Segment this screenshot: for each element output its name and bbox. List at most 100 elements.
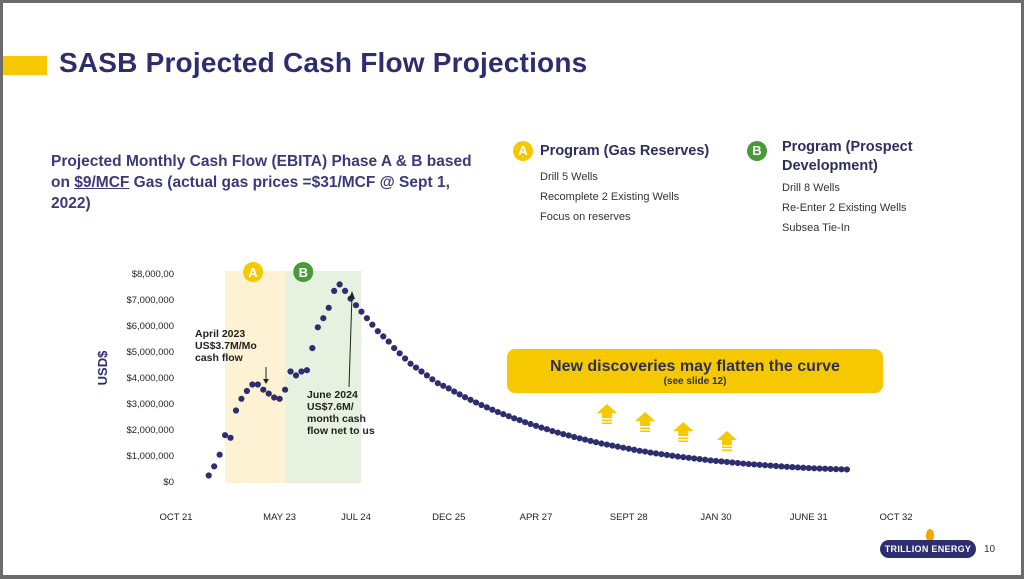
phase-a-band xyxy=(225,271,286,483)
discoveries-callout: New discoveries may flatten the curve (s… xyxy=(507,349,883,393)
x-tick-label: APR 27 xyxy=(520,512,553,523)
data-point xyxy=(674,453,681,460)
annotation-b-arrow-line xyxy=(348,294,353,388)
y-tick-label: $0 xyxy=(163,477,174,488)
data-point xyxy=(238,395,245,402)
x-tick-label: SEPT 28 xyxy=(610,512,648,523)
data-point xyxy=(216,451,223,458)
y-tick-label: $4,000,000 xyxy=(126,373,174,384)
data-point xyxy=(827,465,834,473)
program-a-item: Focus on reserves xyxy=(540,211,631,223)
phase-b-badge-label: B xyxy=(299,265,308,280)
data-point xyxy=(440,382,447,389)
data-point xyxy=(320,315,327,322)
data-point xyxy=(380,333,387,340)
y-tick-label: $8,000,00 xyxy=(132,269,174,280)
x-tick-label: OCT 21 xyxy=(159,512,192,523)
data-point xyxy=(227,434,234,441)
data-point xyxy=(669,452,676,459)
data-point xyxy=(445,385,452,392)
data-point xyxy=(412,364,420,371)
annotation-line: flow net to us xyxy=(307,425,375,437)
data-point xyxy=(385,338,392,345)
data-point xyxy=(625,445,632,452)
data-point xyxy=(789,464,796,471)
data-point xyxy=(696,456,703,463)
data-point xyxy=(467,396,474,403)
data-point xyxy=(832,466,840,473)
annotation-line: June 2024 xyxy=(307,389,358,401)
data-point xyxy=(751,461,758,468)
data-point xyxy=(767,462,774,469)
data-point xyxy=(843,466,851,473)
annotation-b-arrow-head xyxy=(349,291,355,299)
data-point xyxy=(576,435,583,442)
up-arrow-stripe xyxy=(678,437,689,439)
up-arrow-stripe xyxy=(721,446,732,448)
data-point xyxy=(303,367,311,374)
data-point xyxy=(271,394,278,401)
data-point xyxy=(232,407,240,414)
data-point xyxy=(265,390,272,397)
data-point xyxy=(478,401,485,409)
data-point xyxy=(691,455,698,462)
annotation-a-arrow-head xyxy=(263,379,269,384)
data-point xyxy=(281,386,289,393)
data-point xyxy=(276,395,283,402)
data-point xyxy=(331,287,338,294)
annotation-line: month cash xyxy=(307,413,366,425)
up-arrow-stripe xyxy=(601,422,612,424)
data-point xyxy=(581,436,589,443)
data-point xyxy=(456,391,463,398)
up-arrow-icon xyxy=(596,404,617,424)
data-point xyxy=(794,464,801,471)
data-point xyxy=(500,411,507,418)
data-point xyxy=(292,372,300,379)
data-point xyxy=(707,457,714,464)
program-b-badge: B xyxy=(747,141,767,161)
program-a-item: Recomplete 2 Existing Wells xyxy=(540,191,680,203)
up-arrow-head xyxy=(635,412,656,426)
x-tick-label: JUNE 31 xyxy=(790,512,828,523)
program-a-badge: A xyxy=(513,141,533,161)
data-point xyxy=(811,465,818,472)
data-point xyxy=(527,420,534,428)
data-point xyxy=(309,345,316,352)
subtitle-text-post: Gas (actual gas prices =$31/MCF @ Sept 1… xyxy=(51,174,450,212)
data-point xyxy=(211,463,218,470)
data-point xyxy=(609,442,616,449)
phase-a-badge-label: A xyxy=(248,265,258,280)
data-point xyxy=(516,417,523,424)
data-point xyxy=(772,462,780,470)
up-arrow-head xyxy=(673,422,694,436)
data-point xyxy=(423,372,431,379)
callout-headline: New discoveries may flatten the curve xyxy=(550,358,840,375)
data-point xyxy=(620,444,627,451)
data-point xyxy=(472,399,480,406)
data-point xyxy=(734,459,741,467)
data-point xyxy=(314,324,321,331)
data-point xyxy=(418,368,425,375)
data-point xyxy=(538,424,545,431)
data-point xyxy=(358,308,365,315)
x-tick-label: JUL 24 xyxy=(341,512,371,523)
data-point xyxy=(680,454,687,461)
data-point xyxy=(494,408,501,416)
data-point xyxy=(434,380,441,387)
y-tick-label: $6,000,000 xyxy=(126,321,174,332)
subtitle-price-link: $9/MCF xyxy=(74,174,130,191)
title-accent-bar xyxy=(3,56,47,75)
data-point xyxy=(729,459,736,466)
data-point xyxy=(571,433,578,441)
data-point xyxy=(641,448,649,455)
data-point xyxy=(325,304,332,311)
y-axis-label: USD$ xyxy=(95,350,110,385)
data-point xyxy=(396,350,403,357)
slide: SASB Projected Cash Flow Projections Pro… xyxy=(3,3,1021,575)
up-arrow-head xyxy=(596,404,617,418)
data-point xyxy=(505,413,512,420)
program-b-item: Drill 8 Wells xyxy=(782,182,840,194)
up-arrow-icon xyxy=(673,422,694,442)
data-point xyxy=(783,463,791,470)
y-tick-label: $5,000,000 xyxy=(126,347,174,358)
